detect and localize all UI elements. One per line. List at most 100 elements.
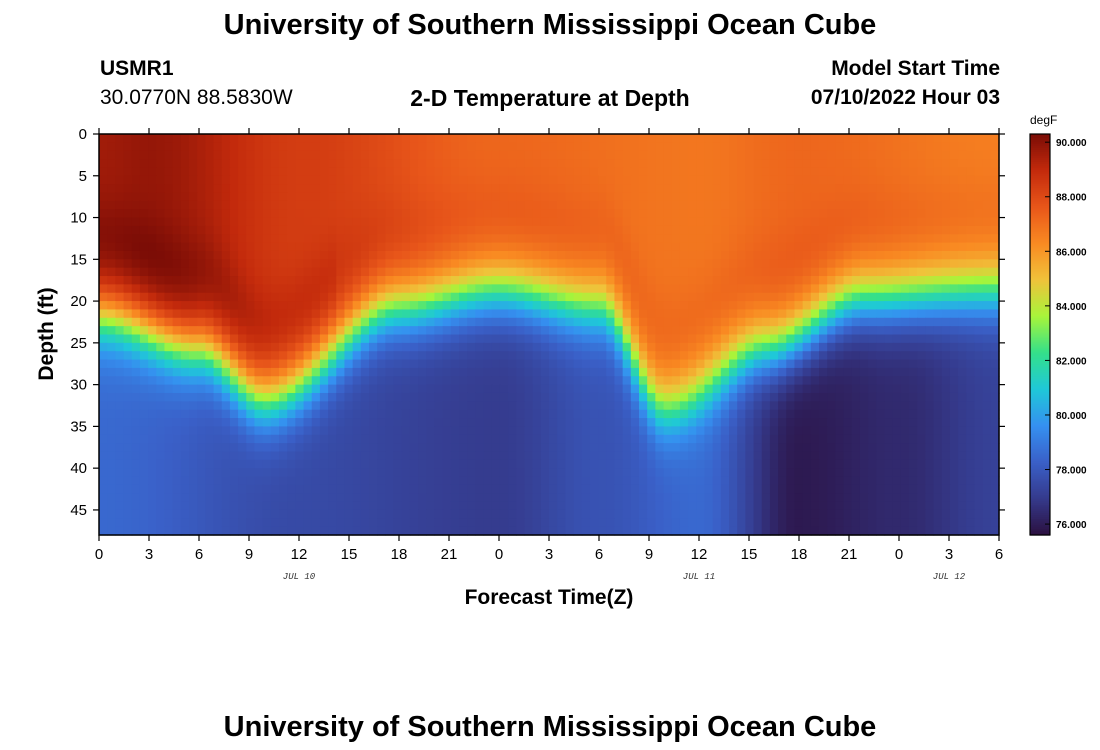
heatmap-cell <box>917 276 926 285</box>
heatmap-cell <box>622 259 632 269</box>
heatmap-cell <box>589 250 599 260</box>
heatmap-cell <box>655 209 665 219</box>
heatmap-cell <box>352 392 362 402</box>
heatmap-cell <box>745 459 755 469</box>
heatmap-cell <box>229 484 239 494</box>
heatmap-cell <box>827 200 836 210</box>
heatmap-cell <box>696 493 706 503</box>
heatmap-cell <box>671 401 681 411</box>
heatmap-cell <box>123 301 133 311</box>
heatmap-cell <box>295 484 305 494</box>
heatmap-cell <box>843 409 853 419</box>
heatmap-cell <box>745 376 755 386</box>
heatmap-cell <box>835 334 845 344</box>
heatmap-cell <box>581 284 591 294</box>
heatmap-cell <box>303 342 313 352</box>
heatmap-cell <box>974 242 984 252</box>
heatmap-cell <box>982 217 992 227</box>
heatmap-cell <box>753 276 763 285</box>
heatmap-cell <box>131 234 141 244</box>
heatmap-cell <box>319 443 329 453</box>
heatmap-cell <box>369 326 378 336</box>
heatmap-cell <box>982 426 992 436</box>
heatmap-cell <box>303 376 313 386</box>
heatmap-cell <box>941 409 951 419</box>
heatmap-cell <box>483 167 493 177</box>
heatmap-cell <box>704 250 714 260</box>
heatmap-cell <box>647 484 656 494</box>
heatmap-cell <box>262 484 272 494</box>
heatmap-cell <box>164 284 174 294</box>
heatmap-cell <box>303 401 313 411</box>
heatmap-cell <box>197 159 206 169</box>
heatmap-cell <box>401 367 411 377</box>
heatmap-cell <box>835 476 845 486</box>
heatmap-cell <box>336 200 346 210</box>
heatmap-cell <box>295 292 305 302</box>
heatmap-cell <box>786 476 796 486</box>
heatmap-cell <box>483 184 493 194</box>
heatmap-cell <box>426 426 436 436</box>
heatmap-cell <box>499 284 509 294</box>
heatmap-cell <box>434 200 444 210</box>
heatmap-cell <box>630 401 640 411</box>
heatmap-cell <box>958 217 967 227</box>
heatmap-cell <box>139 351 149 361</box>
heatmap-cell <box>115 451 125 461</box>
heatmap-cell <box>712 134 722 143</box>
heatmap-cell <box>115 301 125 311</box>
heatmap-cell <box>753 451 763 461</box>
heatmap-cell <box>532 242 542 252</box>
heatmap-cell <box>966 225 976 235</box>
heatmap-cell <box>769 200 779 210</box>
heatmap-cell <box>606 392 616 402</box>
heatmap-cell <box>565 484 575 494</box>
heatmap-cell <box>393 459 403 469</box>
heatmap-cell <box>614 184 624 194</box>
heatmap-cell <box>352 476 362 486</box>
heatmap-cell <box>917 443 926 453</box>
heatmap-cell <box>679 359 689 369</box>
heatmap-cell <box>761 351 771 361</box>
heatmap-cell <box>679 175 689 185</box>
heatmap-cell <box>328 434 337 444</box>
heatmap-cell <box>679 309 689 319</box>
heatmap-cell <box>393 359 403 369</box>
heatmap-cell <box>180 459 190 469</box>
heatmap-cell <box>156 142 166 152</box>
heatmap-cell <box>238 434 247 444</box>
heatmap-cell <box>311 342 321 352</box>
heatmap-cell <box>508 184 517 194</box>
heatmap-cell <box>827 259 836 269</box>
heatmap-cell <box>778 200 787 210</box>
heatmap-cell <box>982 225 992 235</box>
heatmap-cell <box>622 342 632 352</box>
heatmap-cell <box>197 359 206 369</box>
heatmap-cell <box>769 242 779 252</box>
heatmap-cell <box>745 192 755 202</box>
heatmap-cell <box>409 484 419 494</box>
heatmap-cell <box>385 426 395 436</box>
heatmap-cell <box>336 134 346 143</box>
heatmap-cell <box>876 225 886 235</box>
heatmap-cell <box>319 317 329 327</box>
heatmap-cell <box>352 150 362 160</box>
heatmap-cell <box>557 392 566 402</box>
heatmap-cell <box>409 134 419 143</box>
heatmap-cell <box>475 292 485 302</box>
heatmap-cell <box>778 409 787 419</box>
heatmap-cell <box>287 418 296 427</box>
heatmap-cell <box>843 209 853 219</box>
heatmap-cell <box>990 484 1000 494</box>
heatmap-cell <box>107 234 116 244</box>
heatmap-cell <box>696 426 706 436</box>
heatmap-cell <box>573 259 583 269</box>
heatmap-cell <box>663 159 673 169</box>
heatmap-cell <box>622 376 632 386</box>
heatmap-cell <box>794 426 804 436</box>
heatmap-cell <box>819 476 828 486</box>
heatmap-cell <box>786 200 796 210</box>
heatmap-cell <box>189 468 198 478</box>
heatmap-cell <box>769 150 779 160</box>
heatmap-cell <box>819 501 828 511</box>
